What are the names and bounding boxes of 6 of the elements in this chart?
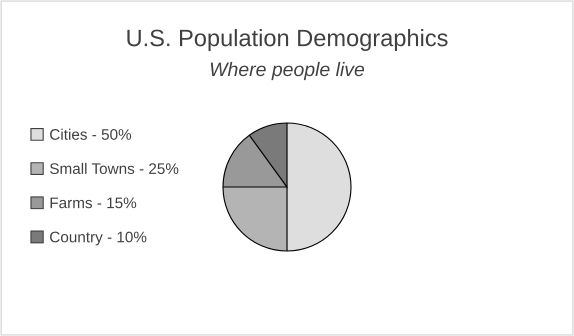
chart-subtitle: Where people live [210, 62, 364, 80]
chart-title: U.S. Population Demographics [127, 28, 448, 52]
legend-label: Cities - 50% [50, 128, 132, 140]
legend-label: Small Towns - 25% [50, 162, 178, 174]
legend-label: Country - 10% [50, 232, 146, 246]
legend-label: Farms - 15% [50, 197, 136, 208]
